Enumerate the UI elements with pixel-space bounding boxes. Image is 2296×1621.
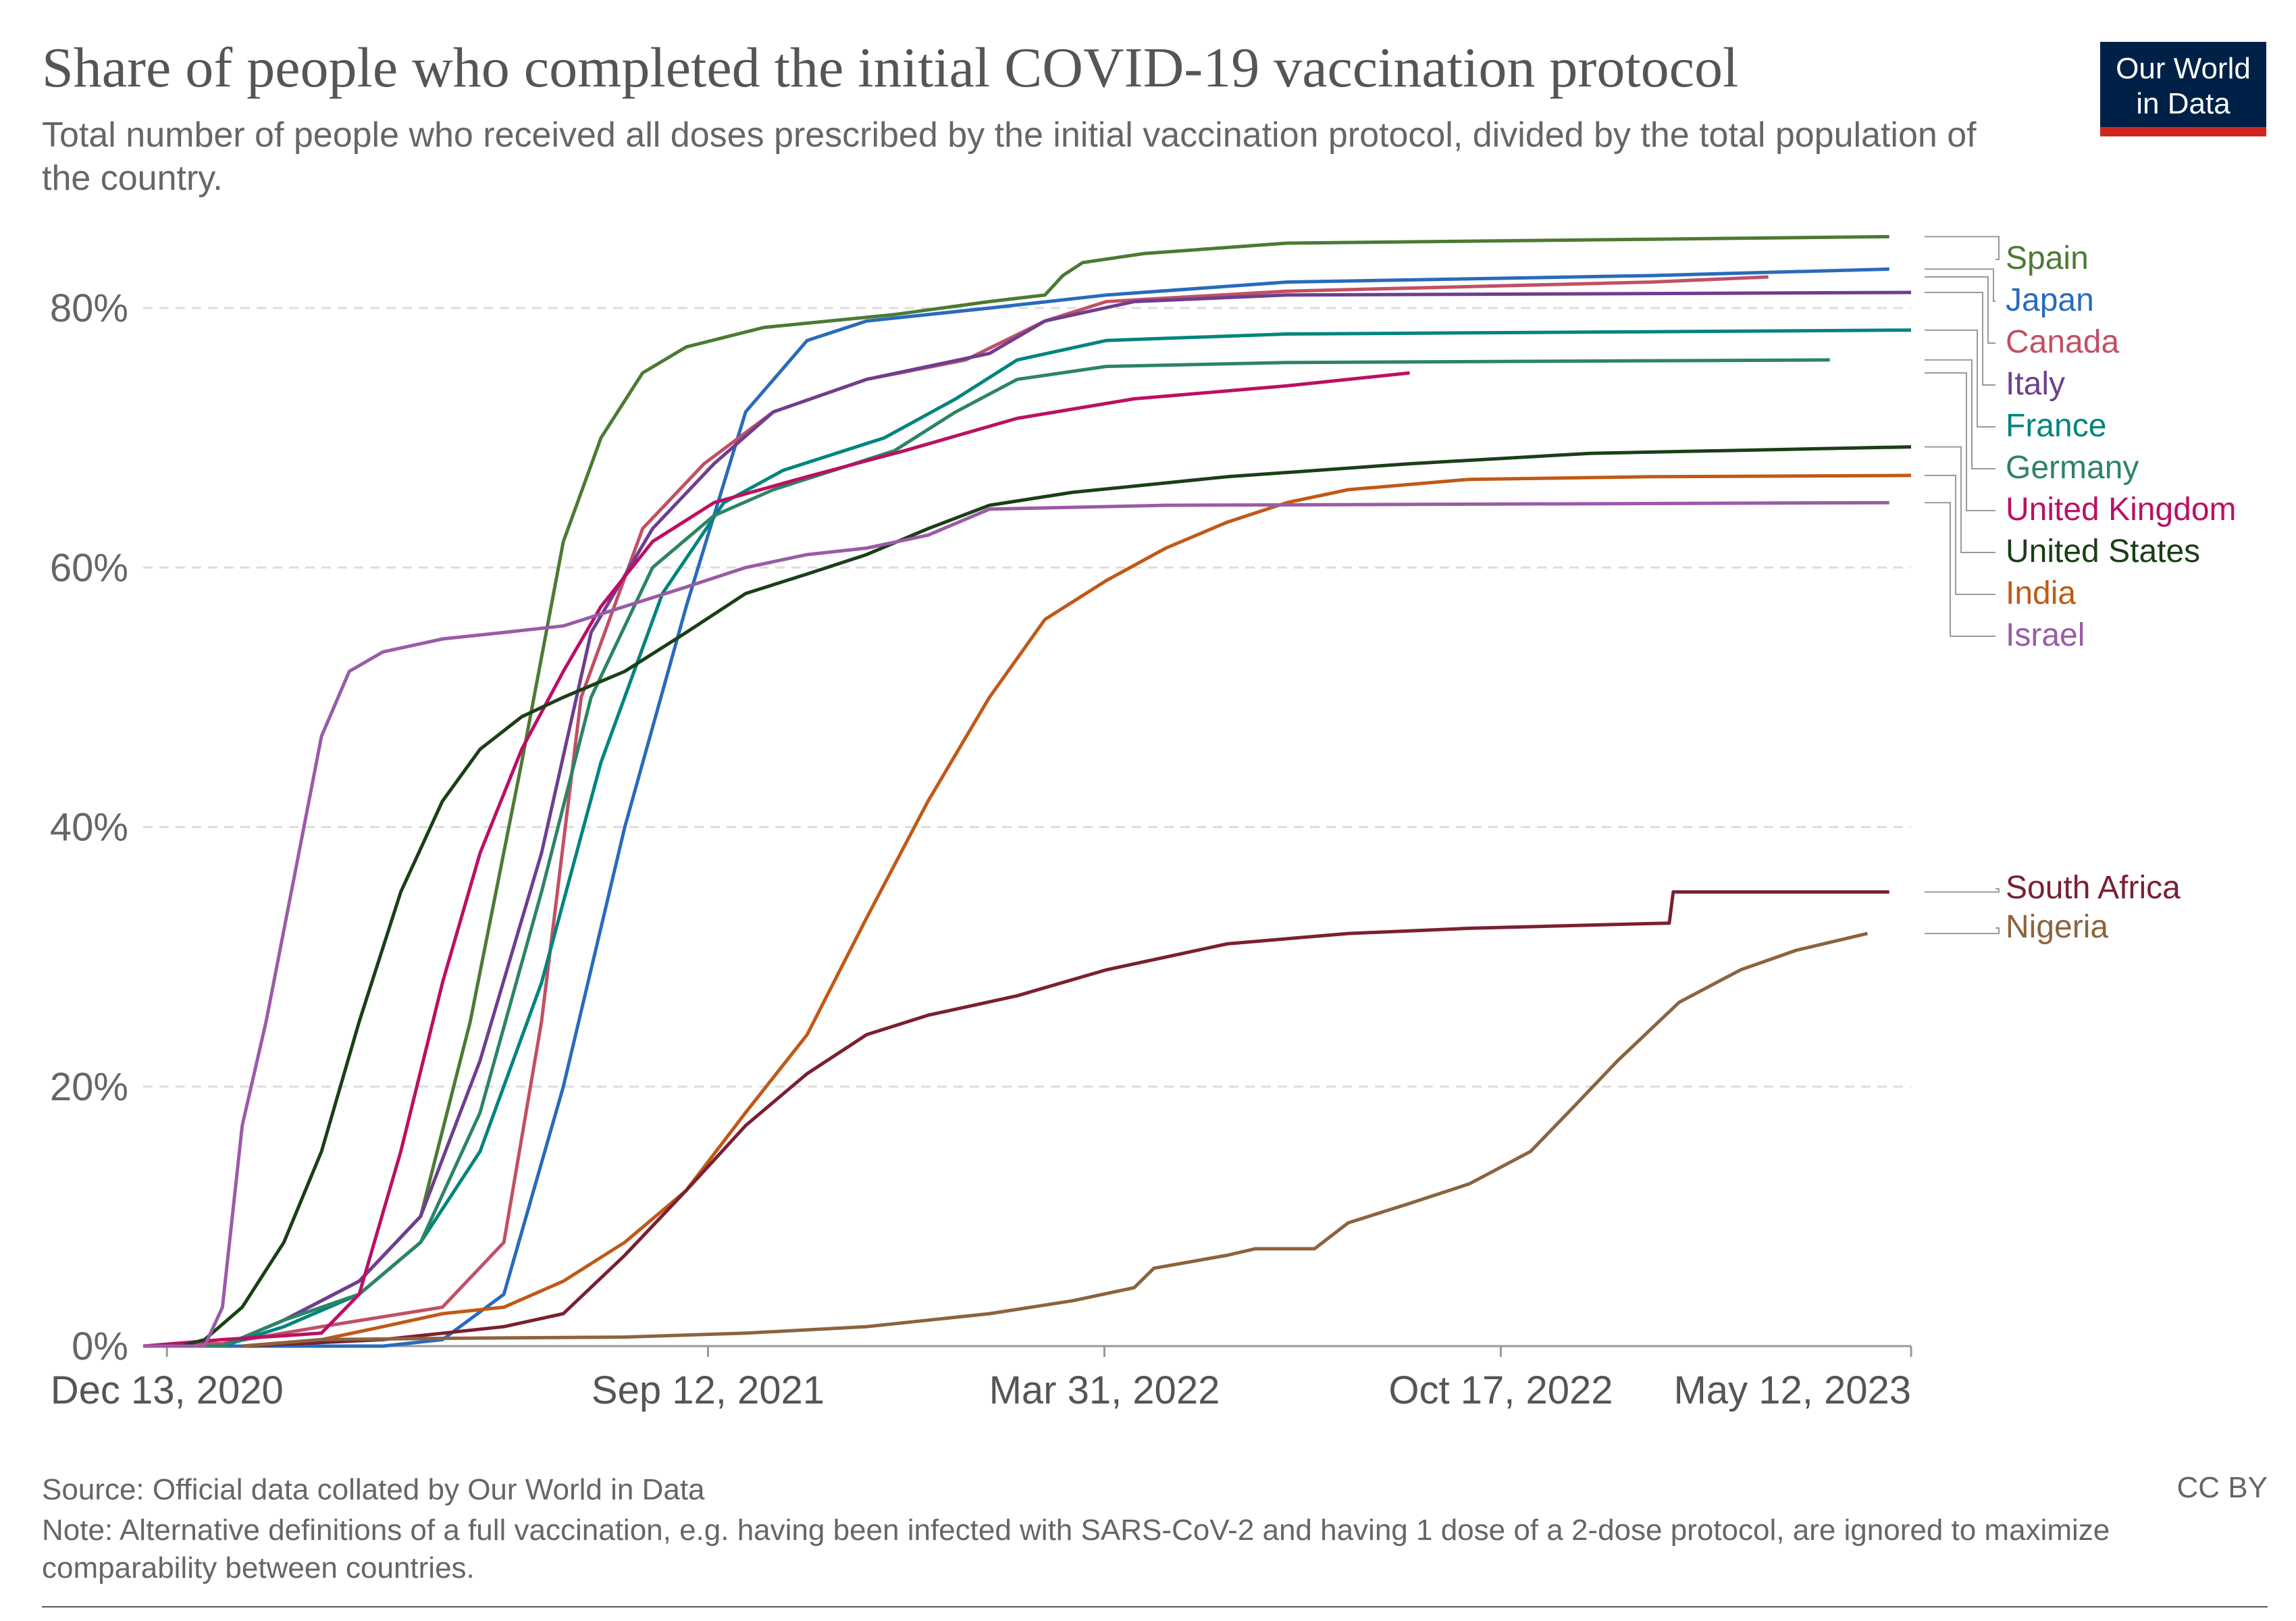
x-tick-label: Sep 12, 2021 <box>592 1368 825 1412</box>
legend-connector <box>1925 502 1995 637</box>
series-line-india[interactable] <box>242 473 1912 1348</box>
axis-layer: 0% 20% 40% 60% 80% Dec 13, 2020 Sep 12, 2021 Ma… <box>50 286 1912 1412</box>
y-tick-label: 0% <box>72 1324 128 1368</box>
legend-connector <box>1925 927 2000 935</box>
series-line-japan[interactable] <box>143 267 1889 1348</box>
logo-accent-bar <box>2100 127 2266 136</box>
legend-connector <box>1925 446 1995 553</box>
series-line-united-states[interactable] <box>143 445 1912 1348</box>
legend-label[interactable]: Japan <box>2006 282 2094 318</box>
legend-label[interactable]: Italy <box>2006 366 2065 402</box>
x-tick-label: Oct 17, 2022 <box>1388 1368 1613 1412</box>
line-chart: 0% 20% 40% 60% 80% Dec 13, 2020 Sep 12, 2021 Ma… <box>50 234 2237 1412</box>
legend-connector <box>1925 292 1995 386</box>
legend-connector <box>1925 888 2000 893</box>
series-line-south-africa[interactable] <box>242 890 1889 1348</box>
chart-subtitle: Total number of people who received all … <box>42 115 1977 198</box>
y-tick-label: 20% <box>50 1065 128 1109</box>
legend-connector <box>1925 276 1995 344</box>
methodology-note: Note: Alternative definitions of a full … <box>42 1514 2110 1585</box>
x-tick-label: Dec 13, 2020 <box>51 1368 284 1412</box>
series-line-nigeria[interactable] <box>242 931 1868 1348</box>
y-tick-label: 40% <box>50 806 128 850</box>
x-tick-label: May 12, 2023 <box>1674 1368 1911 1412</box>
legend-connector <box>1925 268 1995 302</box>
series-line-spain[interactable] <box>143 234 1889 1348</box>
owid-logo[interactable]: Our World in Data <box>2100 42 2266 136</box>
bottom-divider <box>42 1606 2268 1607</box>
legend: Spain Japan Canada Italy France Germany United… <box>1925 236 2237 945</box>
legend-label[interactable]: Israel <box>2006 617 2085 653</box>
grid-layer <box>143 307 1911 1088</box>
series-line-france[interactable] <box>143 328 1912 1348</box>
legend-label[interactable]: France <box>2006 408 2106 444</box>
legend-connector <box>1925 359 1995 469</box>
series-line-germany[interactable] <box>143 358 1830 1348</box>
source-note: Source: Official data collated by Our Wo… <box>42 1473 705 1506</box>
series-line-united-kingdom[interactable] <box>142 371 1410 1348</box>
legend-label[interactable]: United States <box>2006 534 2200 569</box>
legend-connector <box>1925 329 1995 428</box>
legend-label[interactable]: Spain <box>2006 240 2089 276</box>
legend-connector <box>1925 372 1995 511</box>
legend-label[interactable]: Canada <box>2006 324 2119 360</box>
legend-connector <box>1925 236 2000 260</box>
license-link[interactable]: CC BY <box>2176 1471 2268 1504</box>
series-line-israel[interactable] <box>143 500 1889 1348</box>
legend-label[interactable]: United Kingdom <box>2006 492 2237 528</box>
chart-title: Share of people who completed the initia… <box>42 36 1739 99</box>
legend-label[interactable]: Germany <box>2006 450 2139 486</box>
series-line-canada[interactable] <box>142 275 1769 1348</box>
y-tick-label: 80% <box>50 286 128 330</box>
x-tick-label: Mar 31, 2022 <box>989 1368 1220 1412</box>
series-lines <box>142 234 1912 1348</box>
logo-line-2: in Data <box>2136 87 2230 120</box>
logo-line-1: Our World <box>2116 52 2251 85</box>
series-line-italy[interactable] <box>143 290 1912 1348</box>
legend-label[interactable]: Nigeria <box>2006 909 2108 945</box>
y-tick-label: 60% <box>50 546 128 590</box>
legend-label[interactable]: South Africa <box>2006 870 2181 906</box>
legend-label[interactable]: India <box>2006 575 2076 611</box>
legend-connector <box>1925 474 1995 595</box>
